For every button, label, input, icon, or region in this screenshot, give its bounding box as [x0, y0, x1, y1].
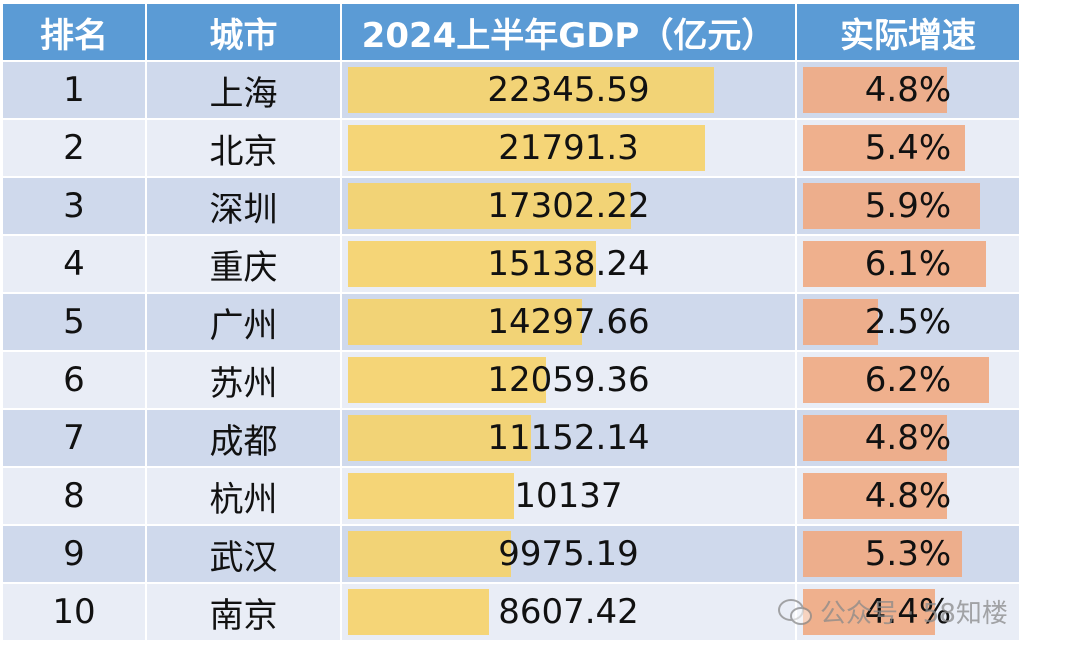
gdp-value: 11152.14: [487, 418, 650, 458]
growth-value: 4.4%: [864, 592, 952, 632]
header-rank: 排名: [3, 4, 145, 60]
growth-value: 4.8%: [864, 70, 952, 110]
growth-bar: [803, 241, 986, 287]
gdp-value: 17302.22: [487, 186, 650, 226]
gdp-value: 8607.42: [498, 592, 639, 632]
city-cell: 重庆: [209, 247, 278, 288]
table-row: 7 成都 11152.14 4.8%: [3, 410, 1019, 466]
gdp-bar: [348, 125, 705, 171]
column-divider: [145, 4, 147, 644]
growth-bar: [803, 531, 962, 577]
table-row: 5 广州 14297.66 2.5%: [3, 294, 1019, 350]
table-row: 3 深圳 17302.22 5.9%: [3, 178, 1019, 234]
gdp-bar: [348, 531, 511, 577]
city-cell: 杭州: [209, 479, 278, 520]
gdp-value: 12059.36: [487, 360, 650, 400]
growth-bar: [803, 589, 935, 635]
rank-cell: 3: [63, 186, 85, 226]
city-cell: 南京: [209, 595, 278, 636]
gdp-value: 14297.66: [487, 302, 650, 342]
growth-bar: [803, 67, 947, 113]
gdp-bar: [348, 589, 489, 635]
growth-bar: [803, 125, 965, 171]
gdp-value: 10137: [514, 476, 623, 516]
rank-cell: 1: [63, 70, 85, 110]
city-cell: 苏州: [209, 363, 278, 404]
growth-bar: [803, 299, 878, 345]
gdp-value: 15138.24: [487, 244, 650, 284]
table-row: 2 北京 21791.3 5.4%: [3, 120, 1019, 176]
gdp-bar: [348, 473, 514, 519]
growth-value: 4.8%: [864, 476, 952, 516]
table-row: 10 南京 8607.42 4.4%: [3, 584, 1019, 640]
growth-value: 5.3%: [864, 534, 952, 574]
gdp-value: 9975.19: [498, 534, 639, 574]
watermark-text: 公众号 · 58知楼: [820, 598, 1008, 629]
table-row: 9 武汉 9975.19 5.3%: [3, 526, 1019, 582]
header-growth: 实际增速: [797, 4, 1019, 60]
city-cell: 武汉: [209, 537, 278, 578]
table-row: 1 上海 22345.59 4.8%: [3, 62, 1019, 118]
header-city: 城市: [147, 4, 340, 60]
rank-cell: 5: [63, 302, 85, 342]
rank-cell: 10: [52, 592, 96, 632]
growth-value: 5.4%: [864, 128, 952, 168]
growth-bar: [803, 183, 980, 229]
gdp-bar: [348, 415, 531, 461]
city-cell: 上海: [209, 73, 278, 114]
gdp-bar: [348, 67, 714, 113]
growth-value: 4.8%: [864, 418, 952, 458]
rank-cell: 2: [63, 128, 85, 168]
city-cell: 广州: [209, 305, 278, 346]
rank-cell: 6: [63, 360, 85, 400]
table-row: 4 重庆 15138.24 6.1%: [3, 236, 1019, 292]
city-cell: 成都: [209, 421, 278, 462]
gdp-bar: [348, 241, 596, 287]
table-row: 8 杭州 10137 4.8%: [3, 468, 1019, 524]
watermark: 公众号 · 58知楼: [778, 588, 1008, 634]
rank-cell: 9: [63, 534, 85, 574]
city-cell: 北京: [209, 131, 278, 172]
column-divider: [795, 4, 797, 644]
column-divider: [340, 4, 342, 644]
rank-cell: 8: [63, 476, 85, 516]
wechat-icon: [778, 597, 812, 625]
growth-value: 6.2%: [864, 360, 952, 400]
city-cell: 深圳: [209, 189, 278, 230]
growth-bar: [803, 357, 989, 403]
rank-cell: 4: [63, 244, 85, 284]
rank-cell: 7: [63, 418, 85, 458]
gdp-value: 21791.3: [498, 128, 639, 168]
table-row: 6 苏州 12059.36 6.2%: [3, 352, 1019, 408]
growth-bar: [803, 415, 947, 461]
gdp-bar: [348, 183, 631, 229]
gdp-bar: [348, 357, 546, 403]
growth-value: 5.9%: [864, 186, 952, 226]
growth-value: 2.5%: [864, 302, 952, 342]
header-gdp: 2024上半年GDP（亿元）: [342, 4, 795, 60]
growth-value: 6.1%: [864, 244, 952, 284]
growth-bar: [803, 473, 947, 519]
gdp-value: 22345.59: [487, 70, 650, 110]
gdp-bar: [348, 299, 582, 345]
